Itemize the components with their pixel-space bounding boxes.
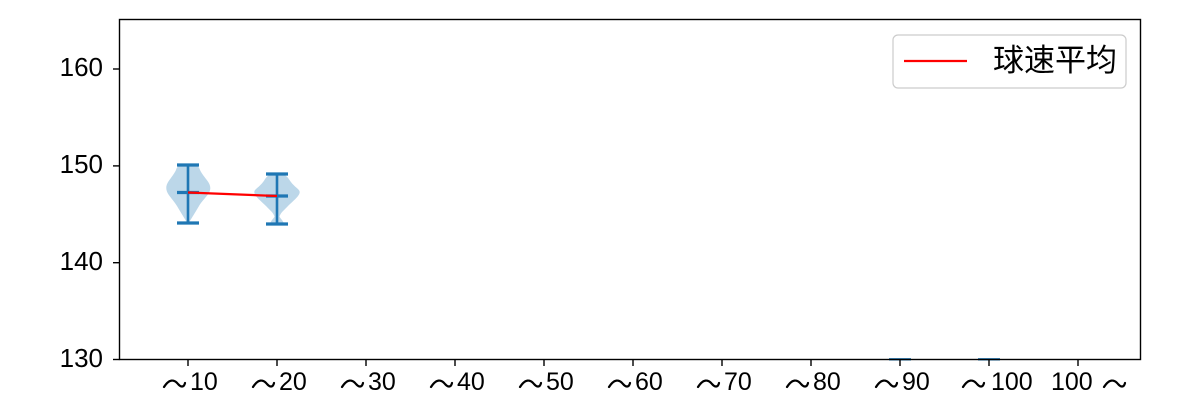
svg-text:100: 100 (1051, 368, 1093, 396)
svg-text:20: 20 (279, 368, 307, 396)
svg-text:160: 160 (60, 52, 103, 82)
svg-text:30: 30 (368, 368, 396, 396)
svg-text:80: 80 (813, 368, 841, 396)
svg-text:140: 140 (60, 246, 103, 276)
svg-text:100: 100 (991, 368, 1033, 396)
svg-text:150: 150 (60, 149, 103, 179)
svg-text:10: 10 (190, 368, 218, 396)
svg-text:球速平均: 球速平均 (993, 43, 1117, 78)
svg-text:70: 70 (724, 368, 752, 396)
svg-text:130: 130 (60, 343, 103, 373)
svg-text:50: 50 (546, 368, 574, 396)
svg-text:40: 40 (457, 368, 485, 396)
svg-text:60: 60 (635, 368, 663, 396)
svg-text:90: 90 (902, 368, 930, 396)
